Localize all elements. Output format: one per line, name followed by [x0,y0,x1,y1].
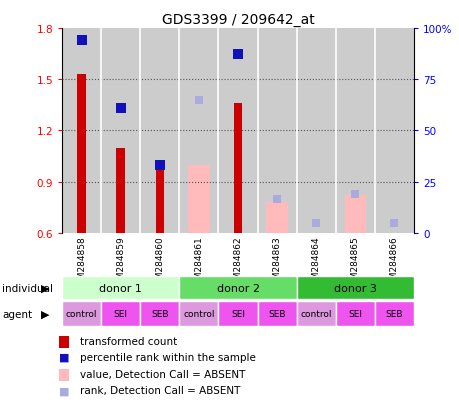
Bar [179,29,218,233]
Text: agent: agent [2,309,32,319]
Text: control: control [300,309,331,318]
Text: SEB: SEB [268,309,285,318]
Bar [335,29,374,233]
Text: SEI: SEI [230,309,245,318]
Bar [218,301,257,326]
Text: ▶: ▶ [41,309,49,319]
Bar [62,29,101,233]
Title: GDS3399 / 209642_at: GDS3399 / 209642_at [161,12,314,26]
Bar [233,104,242,233]
Text: SEI: SEI [347,309,362,318]
Bar [140,29,179,233]
Text: donor 2: donor 2 [216,283,259,293]
Bar [266,203,287,233]
Text: SEB: SEB [151,309,168,318]
Bar [257,29,296,233]
Point [117,106,124,112]
Point [78,38,85,44]
Text: ■: ■ [59,385,69,395]
Bar [296,301,335,326]
Text: value, Detection Call = ABSENT: value, Detection Call = ABSENT [80,369,246,379]
Text: donor 1: donor 1 [99,283,142,293]
Bar [188,165,209,233]
Text: rank, Detection Call = ABSENT: rank, Detection Call = ABSENT [80,385,241,395]
Bar [77,75,86,233]
Text: individual: individual [2,283,53,293]
Bar [101,301,140,326]
Bar [179,277,296,299]
Bar [140,301,179,326]
Bar [296,277,413,299]
Text: control: control [183,309,214,318]
Text: percentile rank within the sample: percentile rank within the sample [80,352,256,362]
Bar [101,29,140,233]
Point [273,196,280,202]
Bar [218,29,257,233]
Bar [296,29,335,233]
Bar [62,301,101,326]
Text: SEB: SEB [385,309,403,318]
Text: ■: ■ [59,352,69,362]
Point [195,97,202,104]
Text: control: control [66,309,97,318]
Bar [116,148,125,233]
Point [351,191,358,197]
Bar [374,301,413,326]
Text: ▶: ▶ [41,283,49,293]
Point [312,220,319,226]
Bar [344,196,365,233]
Bar [155,165,164,233]
Text: transformed count: transformed count [80,336,177,346]
Bar [335,301,374,326]
Point [390,220,397,226]
Bar [257,301,296,326]
Text: donor 3: donor 3 [333,283,376,293]
Point [234,51,241,58]
Text: SEI: SEI [113,309,128,318]
Point [156,162,163,169]
Bar [374,29,413,233]
Bar [62,277,179,299]
Bar [179,301,218,326]
